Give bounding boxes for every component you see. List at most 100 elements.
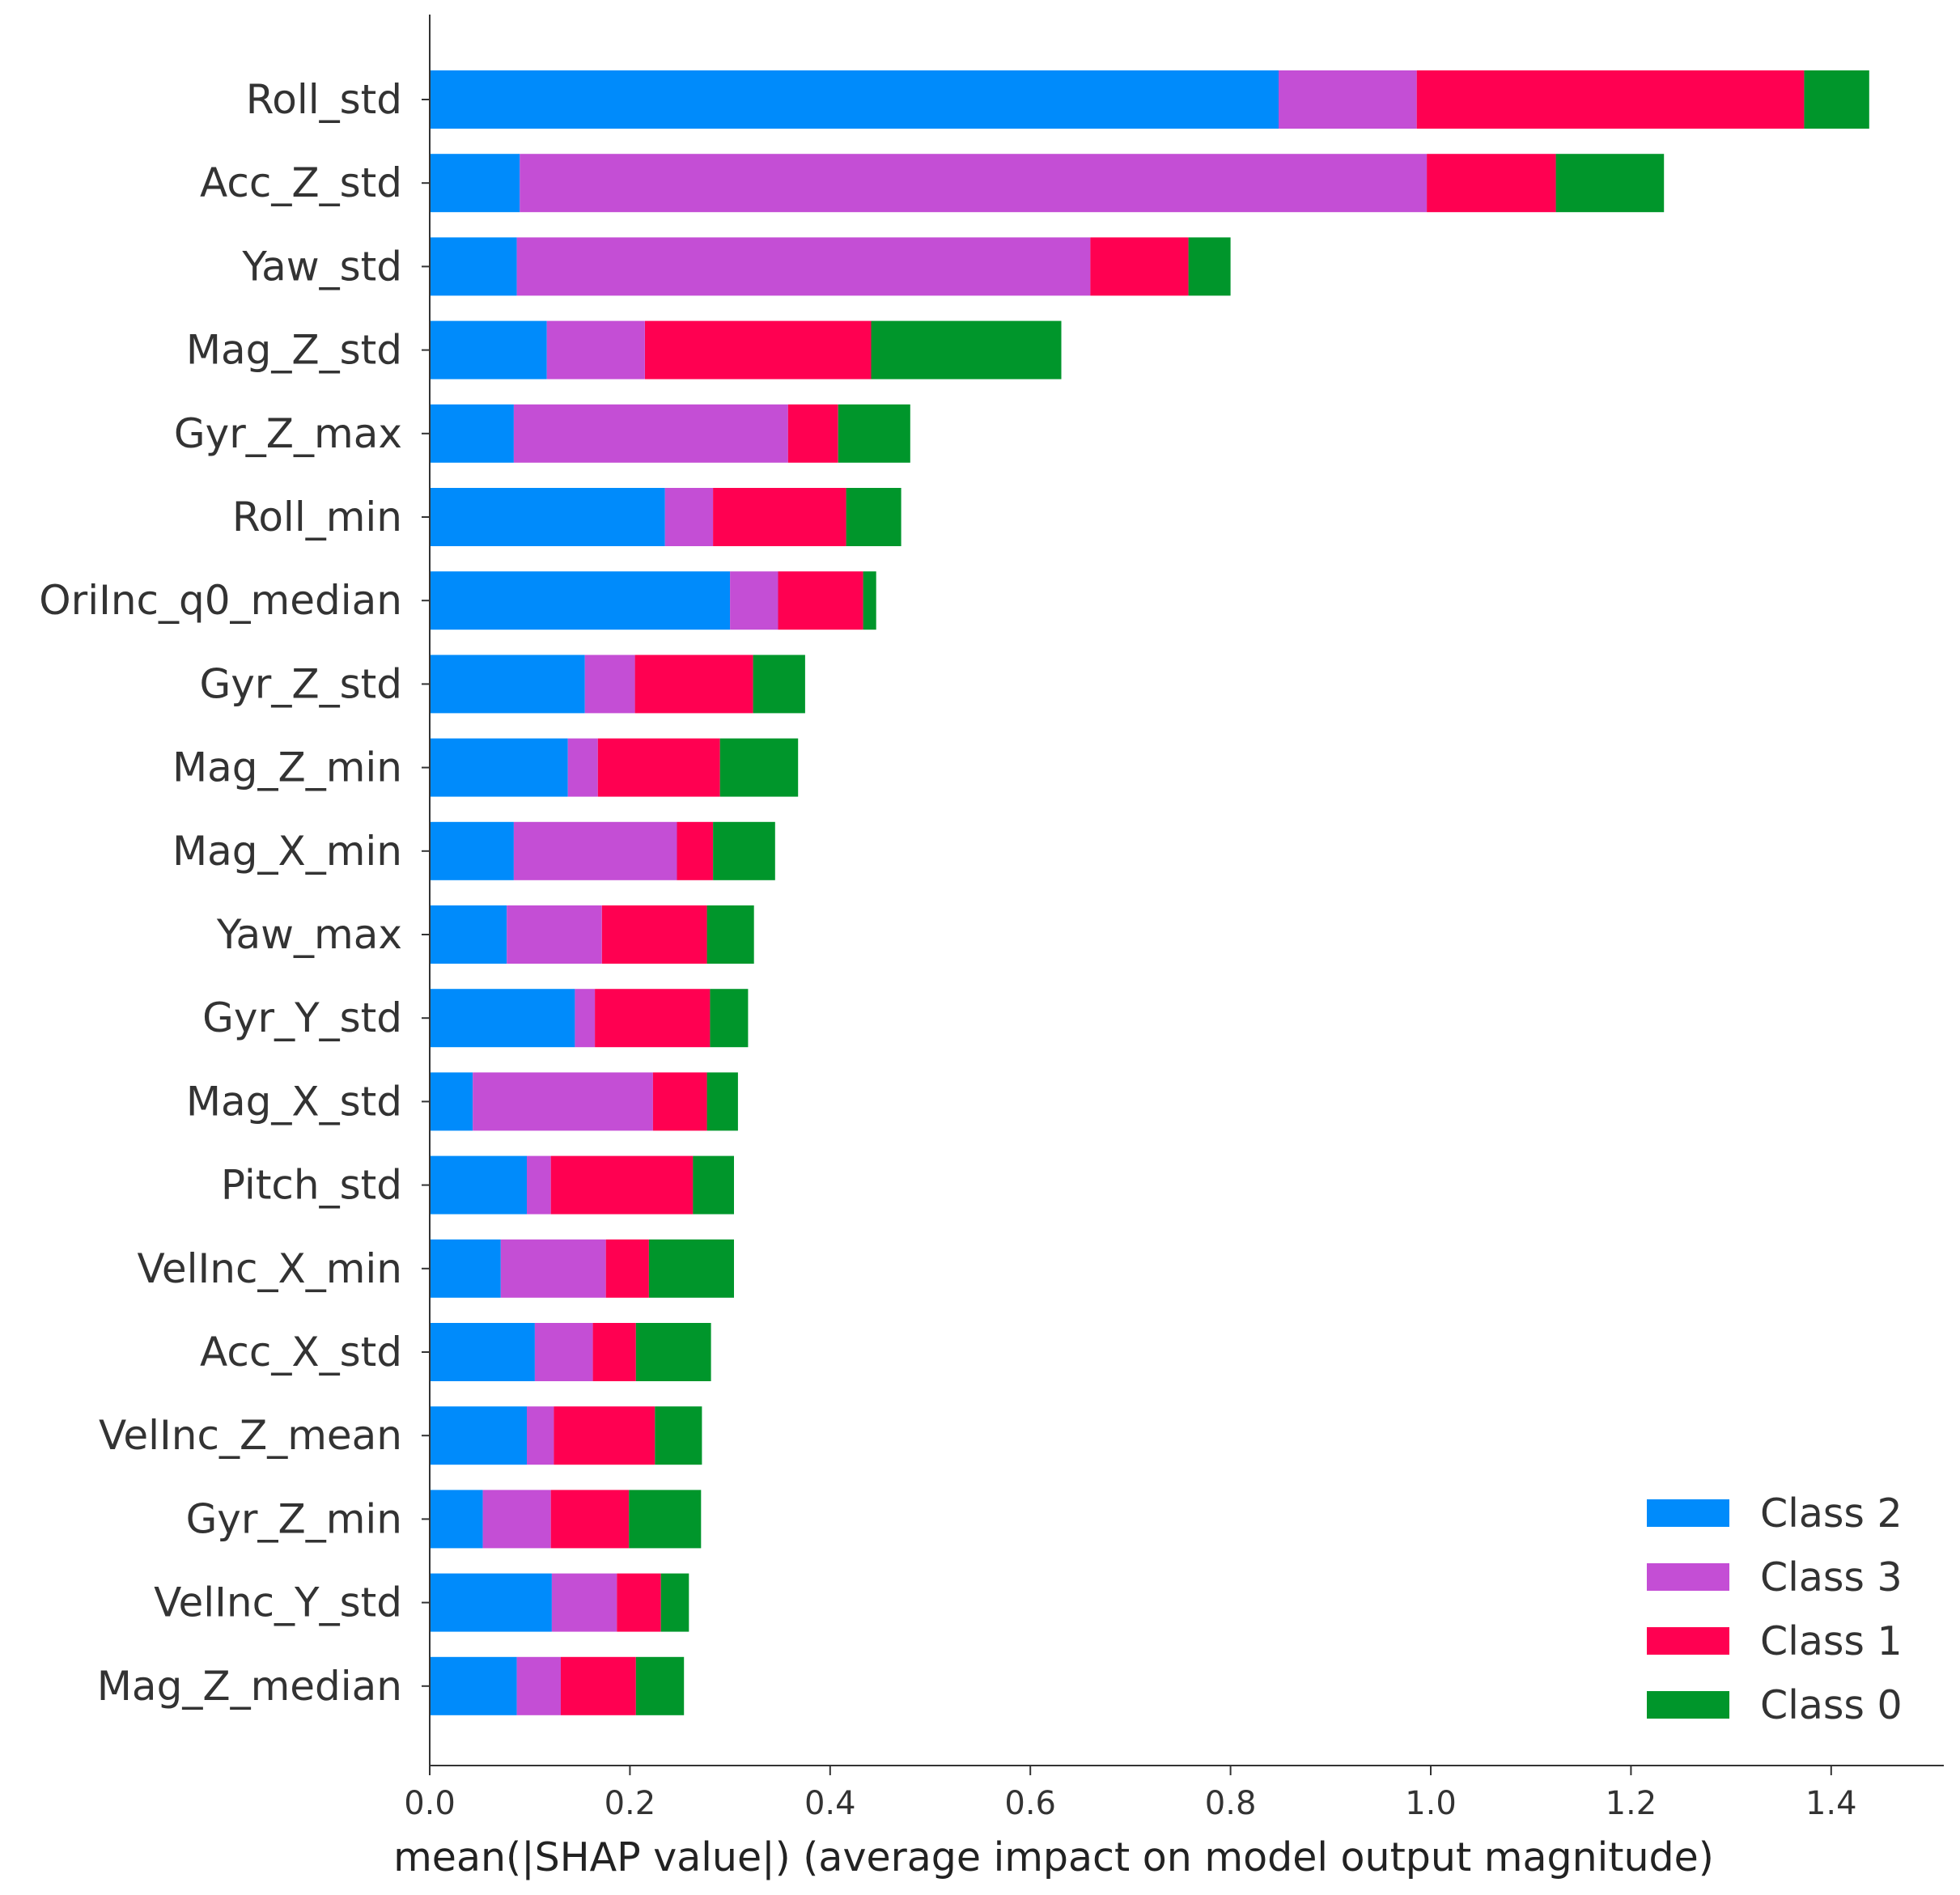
bar-segment-yaw-max-class-0: [706, 905, 754, 964]
y-tick-label: Roll_min: [232, 494, 402, 541]
bar-segment-velinc-x-min-class-0: [648, 1239, 734, 1298]
y-tick-label: Mag_Z_min: [172, 744, 402, 791]
legend-label: Class 1: [1760, 1618, 1903, 1664]
x-tick-label: 1.2: [1606, 1785, 1657, 1822]
y-tick-label: Acc_Z_std: [200, 159, 402, 206]
bar-segment-roll-std-class-3: [1279, 70, 1417, 129]
bar-segment-mag-x-std-class-2: [430, 1072, 473, 1131]
bar-segment-roll-std-class-1: [1416, 70, 1805, 129]
x-tick-label: 0.6: [1004, 1785, 1056, 1822]
bar-segment-acc-x-std-class-1: [592, 1323, 636, 1381]
x-tick-label: 0.8: [1205, 1785, 1257, 1822]
bar-segment-velinc-y-std-class-0: [660, 1573, 689, 1632]
bar-segment-roll-min-class-2: [430, 488, 665, 546]
legend-label: Class 0: [1760, 1682, 1903, 1728]
bar-segment-velinc-x-min-class-2: [430, 1239, 501, 1298]
bar-segment-pitch-std-class-2: [430, 1155, 527, 1215]
bar-segment-mag-z-std-class-2: [430, 320, 547, 379]
bar-segment-gyr-z-std-class-3: [584, 655, 635, 714]
bar-segment-gyr-z-min-class-2: [430, 1490, 483, 1549]
axes-group: [429, 15, 1944, 1766]
y-tick-label: Yaw_std: [241, 243, 402, 290]
x-tick-label: 0.2: [605, 1785, 656, 1822]
y-tick-label: Mag_Z_std: [186, 327, 402, 374]
bar-segment-velinc-z-mean-class-3: [527, 1406, 554, 1465]
y-tick-group: Roll_std Acc_Z_std Yaw_std Mag_Z_std Gyr_Z_m…: [39, 76, 430, 1710]
bar-segment-yaw-std-class-0: [1188, 237, 1231, 296]
bar-segment-roll-min-class-1: [713, 488, 846, 546]
bar-segment-yaw-std-class-1: [1090, 237, 1189, 296]
bar-segment-gyr-y-std-class-2: [430, 989, 575, 1048]
x-tick-label: 1.0: [1405, 1785, 1457, 1822]
y-tick-label: Mag_X_min: [172, 828, 402, 875]
bar-segment-roll-min-class-3: [664, 488, 714, 546]
bar-segment-velinc-y-std-class-1: [617, 1573, 661, 1632]
y-tick-label: Yaw_max: [216, 911, 402, 958]
bar-segment-roll-std-class-2: [430, 70, 1279, 129]
bar-segment-gyr-y-std-class-0: [710, 989, 749, 1048]
bar-segment-velinc-z-mean-class-0: [655, 1406, 702, 1465]
y-tick-label: VelInc_Y_std: [154, 1579, 402, 1626]
legend-swatch-class-1: [1647, 1627, 1729, 1655]
bar-segment-yaw-std-class-2: [430, 237, 517, 296]
y-tick-label: Mag_X_std: [186, 1078, 402, 1125]
bar-segment-acc-x-std-class-0: [635, 1323, 711, 1381]
bar-segment-gyr-y-std-class-1: [595, 989, 711, 1048]
bar-segment-acc-x-std-class-2: [430, 1323, 535, 1381]
legend-swatch-class-2: [1647, 1499, 1729, 1527]
bar-segment-yaw-max-class-3: [507, 905, 602, 964]
bar-segment-roll-min-class-0: [846, 488, 902, 546]
bar-segment-gyr-z-max-class-1: [787, 404, 838, 463]
bar-segment-oriinc-q0-median-class-2: [430, 571, 731, 630]
bar-segment-yaw-max-class-2: [430, 905, 507, 964]
bar-segment-mag-z-std-class-1: [645, 320, 872, 379]
bar-segment-pitch-std-class-0: [693, 1155, 734, 1215]
legend: Class 2 Class 3 Class 1 Class 0: [1647, 1490, 1903, 1728]
bar-segment-velinc-x-min-class-1: [605, 1239, 649, 1298]
bar-segment-gyr-z-max-class-3: [513, 404, 788, 463]
bar-segment-mag-z-median-class-1: [561, 1656, 636, 1715]
bar-segment-oriinc-q0-median-class-3: [730, 571, 778, 630]
legend-label: Class 2: [1760, 1490, 1903, 1537]
bar-segment-acc-z-std-class-0: [1555, 154, 1665, 213]
bar-segment-mag-z-median-class-3: [516, 1656, 561, 1715]
bar-segment-gyr-z-min-class-3: [482, 1490, 551, 1549]
bar-segment-velinc-y-std-class-2: [430, 1573, 552, 1632]
bar-segment-velinc-x-min-class-3: [500, 1239, 606, 1298]
y-tick-label: Gyr_Z_std: [199, 660, 402, 707]
bar-segment-acc-z-std-class-1: [1427, 154, 1556, 213]
bar-segment-pitch-std-class-3: [527, 1155, 551, 1215]
bar-segment-pitch-std-class-1: [550, 1155, 694, 1215]
y-tick-label: Roll_std: [246, 76, 402, 123]
bar-segment-velinc-z-mean-class-1: [554, 1406, 655, 1465]
legend-swatch-class-0: [1647, 1691, 1729, 1719]
x-tick-label: 0.4: [804, 1785, 856, 1822]
bar-segment-mag-x-std-class-1: [652, 1072, 707, 1131]
bar-segment-mag-x-std-class-0: [706, 1072, 738, 1131]
x-tick-group: 0.0 0.2 0.4 0.6 0.8 1.0 1.2 1.4: [404, 1766, 1857, 1822]
bar-segment-gyr-z-min-class-1: [550, 1490, 630, 1549]
bar-segment-gyr-z-std-class-0: [753, 655, 805, 714]
legend-swatch-class-3: [1647, 1563, 1729, 1591]
bar-segment-acc-x-std-class-3: [534, 1323, 593, 1381]
bar-segment-velinc-z-mean-class-2: [430, 1406, 527, 1465]
bar-segment-gyr-z-max-class-0: [838, 404, 910, 463]
bar-segment-oriinc-q0-median-class-1: [778, 571, 863, 630]
y-tick-label: Pitch_std: [221, 1162, 402, 1209]
x-axis-label: mean(|SHAP value|) (average impact on mo…: [393, 1834, 1714, 1880]
bar-segment-yaw-max-class-1: [601, 905, 707, 964]
bar-segment-mag-z-std-class-0: [871, 320, 1062, 379]
x-tick-label: 1.4: [1805, 1785, 1857, 1822]
bar-segment-mag-z-std-class-3: [546, 320, 645, 379]
bar-segment-velinc-y-std-class-3: [551, 1573, 617, 1632]
bar-segment-mag-z-min-class-0: [719, 738, 799, 797]
y-tick-label: Mag_Z_median: [97, 1663, 402, 1710]
bar-segment-mag-x-min-class-0: [713, 821, 775, 880]
bar-segment-roll-std-class-0: [1804, 70, 1869, 129]
bar-segment-mag-z-min-class-2: [430, 738, 568, 797]
y-tick-label: VelInc_Z_mean: [99, 1412, 402, 1459]
y-tick-label: Acc_X_std: [200, 1329, 402, 1376]
bar-segment-acc-z-std-class-3: [520, 154, 1427, 213]
